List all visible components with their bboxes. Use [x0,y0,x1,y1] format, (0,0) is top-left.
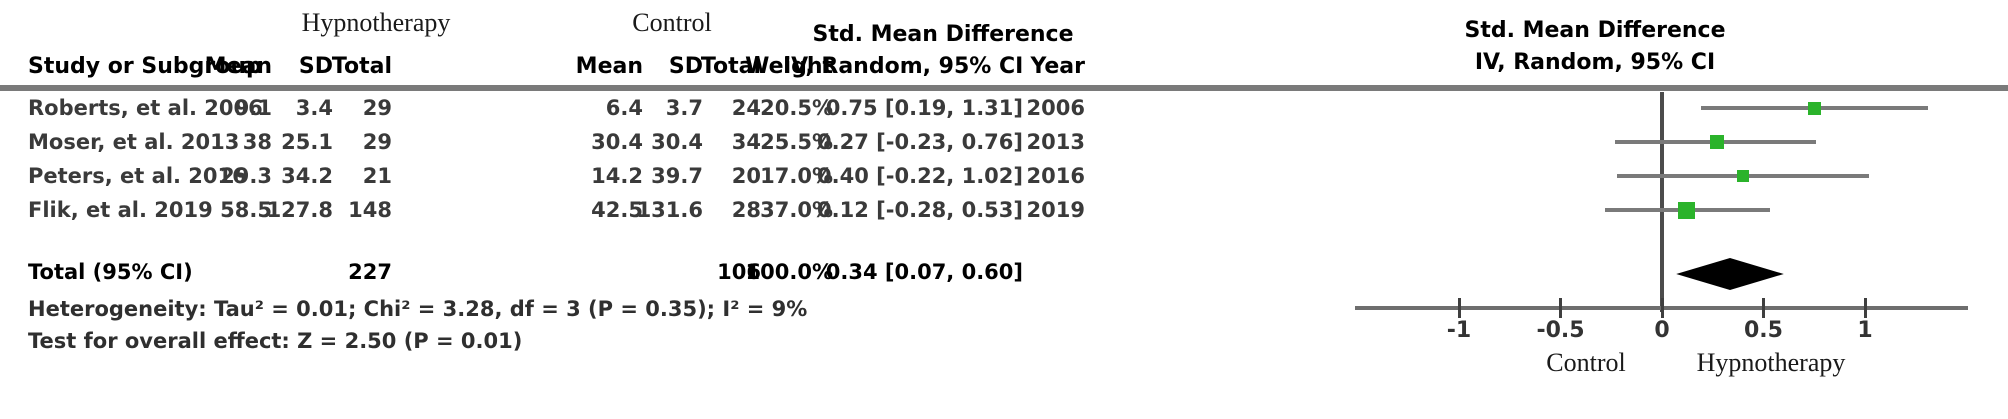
cell-mean_e: 29.3 [220,164,272,188]
cell-total_e: 227 [348,260,392,284]
cell-sd_e: 34.2 [281,164,333,188]
axis-left-label: Control [1546,348,1626,377]
cell-mean_e: 58.5 [220,198,272,222]
cell-study: Flik, et al. 2019 [28,198,213,222]
col-header-sd-ctl: SD [668,54,703,79]
cell-mean_c: 6.4 [605,96,643,120]
cell-total_c: 34 [731,130,761,154]
summary-diamond [1676,258,1784,290]
cell-ci: 0.75 [0.19, 1.31] [825,96,1023,120]
cell-sd_e: 127.8 [266,198,333,222]
col-header-total-ctl: Total [700,54,761,79]
col-header-total-exp: Total [331,54,392,79]
axis-tick-label: 0 [1654,318,1670,343]
cell-total_c: 28 [731,198,761,222]
col-header-weight: Weight [745,54,833,79]
axis-tick [1863,298,1867,318]
cell-ci: 0.12 [-0.28, 0.53] [817,198,1023,222]
cell-sd_e: 3.4 [295,96,333,120]
col-header-mean-ctl: Mean [575,54,643,79]
effect-square [1677,201,1695,219]
axis-tick-label: -0.5 [1536,318,1585,343]
heterogeneity-text: Heterogeneity: Tau² = 0.01; Chi² = 3.28,… [28,297,808,321]
cell-year: 2016 [1026,164,1085,188]
cell-study: Peters, et al. 2016 [28,164,247,188]
cell-total_c: 106 [717,260,761,284]
cell-weight: 17.0% [760,164,833,188]
group-header-control: Control [632,8,712,37]
axis-tick [1762,298,1765,318]
plot-header-line2: IV, Random, 95% CI [1474,50,1716,75]
cell-ci: 0.40 [-0.22, 1.02] [817,164,1023,188]
col-header-mean-exp: Mean [204,54,272,79]
overall-effect-text: Test for overall effect: Z = 2.50 (P = 0… [28,329,523,353]
cell-ci: 0.34 [0.07, 0.60] [825,260,1023,284]
axis-tick-label: 1 [1857,318,1873,343]
cell-total_c: 24 [731,96,761,120]
effect-square [1709,135,1724,149]
cell-sd_e: 25.1 [281,130,333,154]
cell-year: 2019 [1026,198,1085,222]
cell-weight: 25.5% [760,130,833,154]
zero-line [1660,92,1664,312]
cell-study: Total (95% CI) [28,260,193,284]
axis-tick [1660,298,1664,318]
cell-total_e: 29 [362,130,392,154]
cell-total_e: 148 [348,198,392,222]
cell-mean_e: 9.1 [234,96,272,120]
cell-year: 2006 [1026,96,1085,120]
cell-total_e: 29 [362,96,392,120]
cell-year: 2013 [1026,130,1085,154]
col-header-ci: IV, Random, 95% CI [783,54,1024,79]
cell-sd_c: 39.7 [651,164,703,188]
col-header-sd-exp: SD [298,54,333,79]
cell-mean_c: 14.2 [591,164,643,188]
cell-mean_e: 38 [242,130,272,154]
effect-square [1807,101,1821,115]
cell-mean_c: 30.4 [591,130,643,154]
col-header-year: Year [1030,54,1085,79]
axis-tick [1457,298,1461,318]
cell-study: Moser, et al. 2013 [28,130,240,154]
cell-mean_c: 42.5 [591,198,643,222]
axis-tick-label: 0.5 [1744,318,1783,343]
cell-weight: 100.0% [745,260,833,284]
cell-sd_c: 30.4 [651,130,703,154]
cell-sd_c: 3.7 [665,96,703,120]
header-separator-line [0,85,2008,91]
axis-tick [1559,298,1562,318]
cell-ci: 0.27 [-0.23, 0.76] [817,130,1023,154]
axis-right-label: Hypnotherapy [1696,348,1846,377]
cell-study: Roberts, et al. 2006 [28,96,263,120]
plot-header-line1: Std. Mean Difference [1464,18,1726,43]
cell-total_e: 21 [362,164,392,188]
group-header-experimental: Hypnotherapy [301,8,451,37]
axis-tick-label: -1 [1446,318,1472,343]
col-header-study: Study or Subgroup [28,54,262,79]
cell-total_c: 20 [731,164,761,188]
cell-weight: 37.0% [760,198,833,222]
cell-sd_c: 131.6 [636,198,703,222]
table-effect-header: Std. Mean Difference [812,22,1074,47]
effect-square [1737,170,1750,182]
cell-weight: 20.5% [760,96,833,120]
